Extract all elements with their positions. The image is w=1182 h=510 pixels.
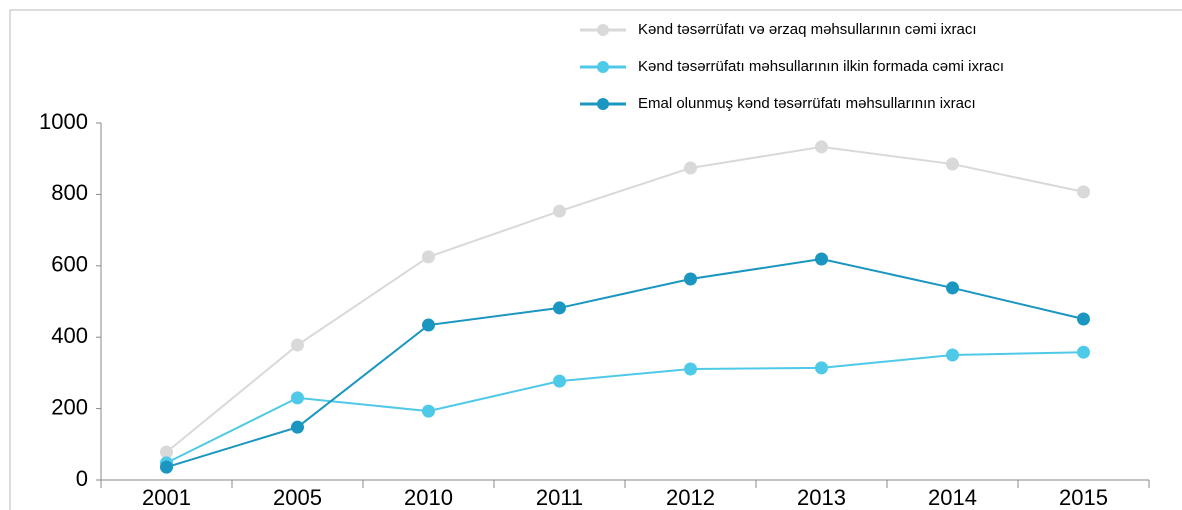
y-tick-label: 0 bbox=[76, 466, 88, 491]
x-tick-label: 2010 bbox=[404, 485, 453, 510]
data-point bbox=[946, 157, 959, 171]
data-point bbox=[684, 161, 697, 175]
x-tick-label: 2001 bbox=[142, 485, 191, 510]
data-point bbox=[553, 204, 566, 218]
y-tick-label: 600 bbox=[51, 252, 88, 277]
data-point bbox=[553, 374, 566, 388]
x-tick-label: 2013 bbox=[797, 485, 846, 510]
series-line bbox=[166, 258, 1084, 469]
y-tick-label: 1000 bbox=[39, 109, 88, 134]
data-point bbox=[160, 445, 173, 459]
data-point bbox=[422, 404, 435, 418]
legend-label: Kənd təsərrüfatı məhsullarının ilkin for… bbox=[638, 58, 1004, 75]
series-line bbox=[165, 145, 1084, 453]
legend-marker bbox=[597, 98, 609, 110]
data-point bbox=[160, 460, 173, 474]
data-point bbox=[1077, 185, 1090, 199]
data-point bbox=[291, 420, 304, 434]
y-tick-label: 800 bbox=[51, 180, 88, 205]
data-point bbox=[815, 361, 828, 375]
data-point bbox=[553, 301, 566, 315]
data-point bbox=[684, 272, 697, 286]
series-line bbox=[166, 351, 1084, 464]
x-tick-label: 2011 bbox=[536, 485, 583, 510]
data-point bbox=[422, 250, 435, 264]
x-tick-label: 2015 bbox=[1059, 485, 1108, 510]
data-point bbox=[946, 281, 959, 295]
data-point bbox=[946, 348, 959, 362]
y-tick-label: 200 bbox=[51, 394, 88, 419]
data-point bbox=[291, 338, 304, 352]
x-tick-label: 2005 bbox=[273, 485, 322, 510]
legend-marker bbox=[597, 61, 609, 73]
data-point bbox=[291, 391, 304, 405]
data-point bbox=[422, 318, 435, 332]
legend-label: Kənd təsərrüfatı və ərzaq məhsullarının … bbox=[638, 21, 976, 38]
data-point bbox=[815, 140, 828, 154]
x-tick-label: 2014 bbox=[928, 485, 977, 510]
legend-marker bbox=[597, 24, 609, 36]
data-point bbox=[1077, 312, 1090, 326]
x-tick-label: 2012 bbox=[666, 485, 715, 510]
frame bbox=[9, 9, 1182, 510]
data-point bbox=[684, 362, 697, 376]
data-point bbox=[815, 252, 828, 266]
legend-label: Emal olunmuş kənd təsərrüfatı məhsulları… bbox=[638, 95, 976, 112]
y-tick-label: 400 bbox=[51, 323, 88, 348]
data-point bbox=[1077, 345, 1090, 359]
